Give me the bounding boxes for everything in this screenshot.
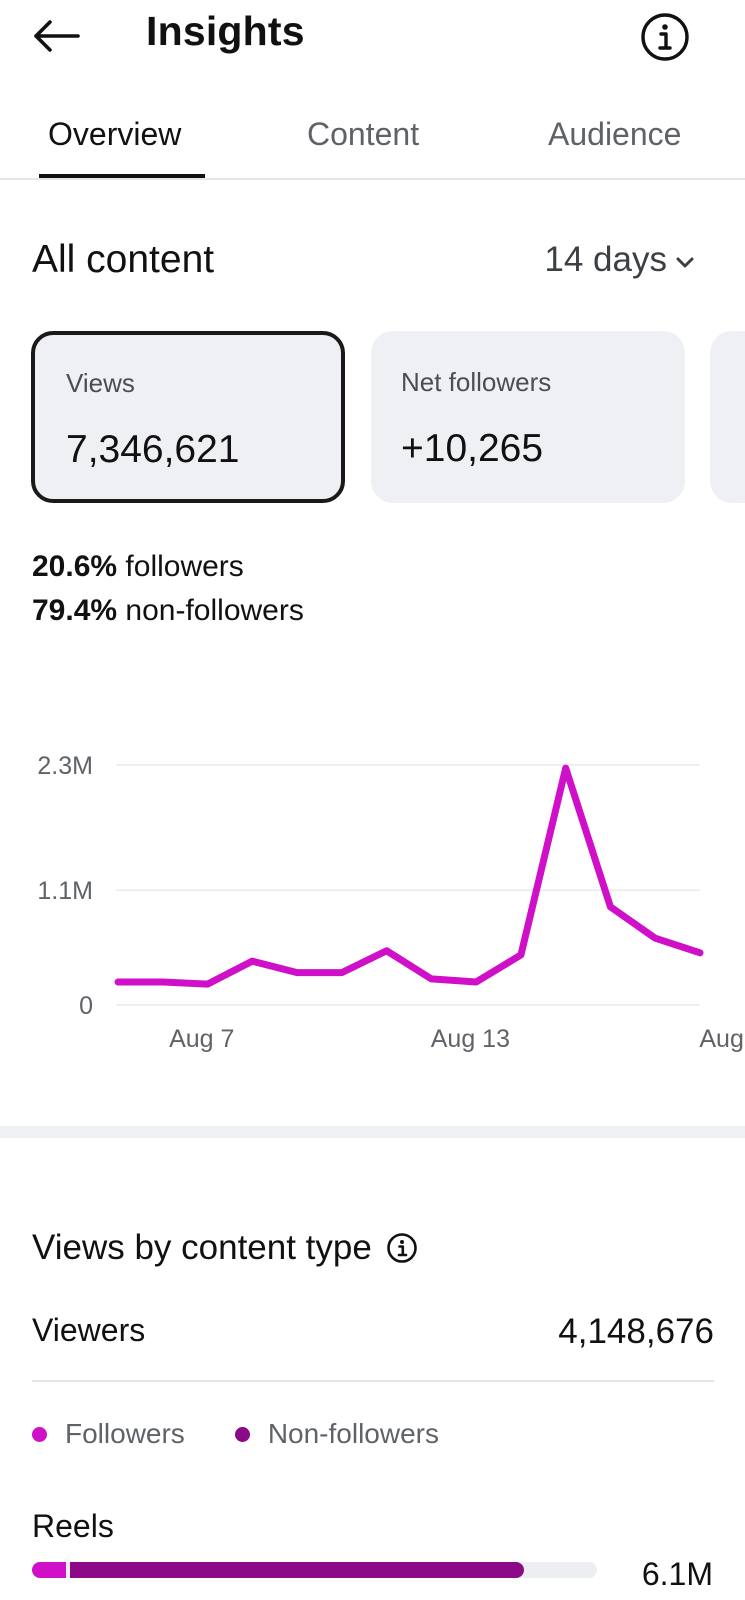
content-type-title: Views by content type: [32, 1228, 418, 1268]
active-tab-indicator: [39, 174, 205, 178]
viewers-label: Viewers: [32, 1312, 146, 1348]
reels-bar-non-followers: [69, 1562, 524, 1578]
non-followers-split: 79.4% non-followers: [32, 589, 304, 633]
reels-bar: [32, 1562, 597, 1578]
x-tick-label: Aug 7: [169, 1025, 234, 1053]
card-value: +10,265: [401, 427, 544, 470]
views-line-chart[interactable]: 0 1.1M 2.3M Aug 7 Aug 13 Aug 19: [0, 740, 745, 1080]
reels-label: Reels: [32, 1508, 114, 1544]
page-title: Insights: [146, 8, 305, 54]
net-followers-card[interactable]: Net followers +10,265: [371, 331, 685, 503]
legend-label: Followers: [65, 1418, 185, 1449]
tab-audience[interactable]: Audience: [548, 116, 682, 152]
non-followers-pct: 79.4%: [32, 594, 118, 627]
y-tick-label: 2.3M: [37, 752, 93, 780]
arrow-left-icon: [34, 20, 80, 52]
content-type-title-text: Views by content type: [32, 1228, 372, 1267]
series-line: [114, 764, 704, 988]
legend-dot-followers: [32, 1426, 47, 1442]
legend-non-followers: Non-followers: [234, 1418, 439, 1450]
tab-overview[interactable]: Overview: [48, 116, 182, 152]
x-tick-label: Aug 19: [699, 1025, 745, 1053]
legend-followers: Followers: [32, 1418, 185, 1450]
section-divider: [0, 1126, 745, 1138]
date-range-dropdown[interactable]: 14 days: [544, 240, 695, 280]
card-label: Views: [66, 368, 135, 398]
reels-value: 6.1M: [641, 1556, 713, 1592]
card-value: 7,346,621: [66, 428, 240, 471]
x-tick-label: Aug 13: [431, 1025, 510, 1053]
info-button[interactable]: [639, 11, 691, 63]
tab-content[interactable]: Content: [307, 116, 420, 152]
non-followers-split-label: non-followers: [125, 594, 304, 627]
next-card-peek[interactable]: [710, 331, 745, 503]
viewers-value: 4,148,676: [558, 1312, 714, 1351]
app-header: Insights: [0, 0, 745, 88]
chart-legend: Followers Non-followers: [32, 1418, 489, 1450]
y-tick-label: 0: [79, 992, 93, 1020]
followers-pct: 20.6%: [32, 550, 118, 583]
viewers-row: Viewers 4,148,676: [32, 1312, 714, 1382]
legend-label: Non-followers: [267, 1418, 439, 1449]
audience-split: 20.6% followers 79.4% non-followers: [32, 545, 304, 633]
y-tick-label: 1.1M: [37, 877, 93, 905]
chevron-down-icon: [676, 257, 694, 268]
back-button[interactable]: [28, 10, 84, 62]
card-label: Net followers: [401, 367, 552, 397]
info-icon[interactable]: [386, 1232, 418, 1264]
tab-bar: Overview Content Audience: [0, 88, 745, 180]
section-title: All content: [32, 238, 215, 281]
chart-svg: 0 1.1M 2.3M Aug 7 Aug 13 Aug 19: [37, 752, 745, 1053]
views-card[interactable]: Views 7,346,621: [31, 331, 345, 503]
legend-dot-non-followers: [234, 1426, 250, 1442]
followers-split: 20.6% followers: [32, 545, 304, 589]
reels-bar-followers: [32, 1562, 66, 1578]
info-icon: [641, 13, 689, 61]
followers-split-label: followers: [125, 550, 244, 583]
date-range-label: 14 days: [544, 240, 667, 279]
